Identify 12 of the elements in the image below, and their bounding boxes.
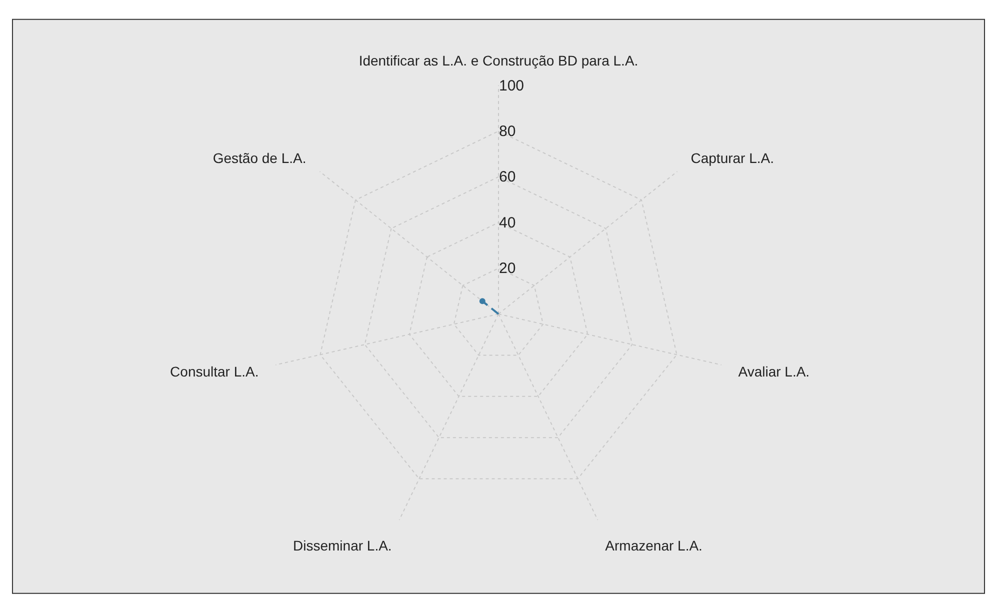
spoke-label: Avaliar L.A. bbox=[738, 364, 810, 380]
spoke-label: Armazenar L.A. bbox=[605, 537, 702, 554]
spoke-label: Identificar as L.A. e Construção BD para L.A. bbox=[358, 52, 638, 68]
y-tick-label: 100 bbox=[499, 77, 524, 94]
spoke-label: Capturar L.A. bbox=[690, 150, 774, 166]
y-tick-label: 20 bbox=[499, 260, 516, 278]
y-tick-label: 60 bbox=[499, 168, 516, 186]
spoke-label: Gestão de L.A. bbox=[212, 150, 306, 166]
y-tick-label: 40 bbox=[499, 214, 516, 232]
spoke-label: Disseminar L.A. bbox=[292, 537, 392, 554]
spoke-label: Consultar L.A. bbox=[170, 364, 259, 380]
y-tick-label: 80 bbox=[499, 122, 516, 140]
